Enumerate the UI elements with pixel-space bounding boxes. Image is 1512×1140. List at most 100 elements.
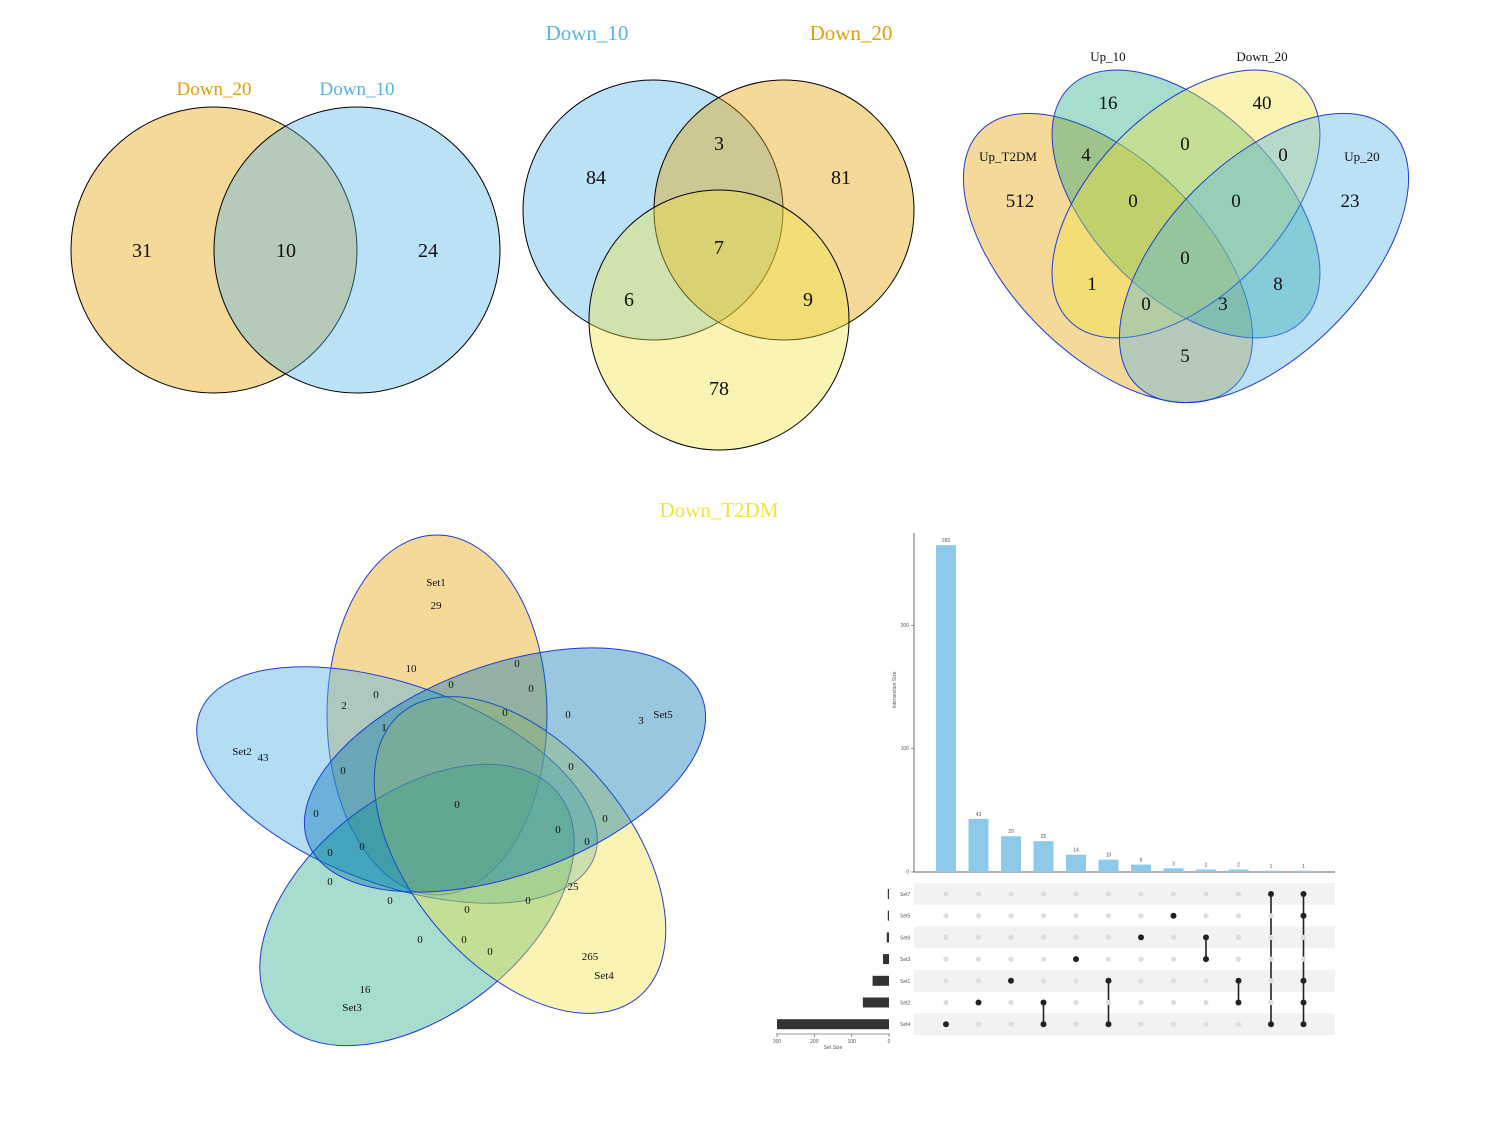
venn5-count: 0 [565,709,571,721]
upset-matrix-dot [975,913,982,919]
venn5-count: 25 [568,881,580,893]
upset-matrix-dot [1268,999,1274,1006]
upset-matrix-dot [1073,1021,1079,1027]
venn5-count: 0 [525,895,531,907]
venn5-ellipse-set2 [196,666,598,904]
upset-intersection-bar [1098,859,1119,872]
upset-matrix-dot [1073,978,1079,984]
venn4-count-9: 0 [1180,248,1190,269]
upset-intersection-bar [1261,870,1281,872]
venn2-count-only-down20: 31 [132,240,152,262]
venn4-ellipse-down20 [1051,69,1321,339]
upset-matrix-dot [1203,999,1209,1006]
venn5-label-set3: Set3 [342,1002,362,1014]
venn4-ellipse-up10 [1051,69,1321,339]
upset-matrix-dot [1040,913,1047,919]
upset-set-label: Set6 [900,935,911,941]
upset-matrix-dot [943,978,949,984]
upset-set-size-bar [777,1019,889,1030]
venn5-count: 0 [387,895,393,907]
venn5-count: 0 [487,946,493,958]
upset-set-size-bar [872,975,889,986]
upset-matrix-dot [1170,999,1177,1006]
upset-intersection-bar [1163,868,1184,872]
upset-set-size-bar [887,889,889,899]
upset-matrix-dot [1040,956,1047,962]
upset-bar-label: 14 [1073,848,1079,854]
venn4-count-3: 23 [1341,191,1360,212]
upset-set-label: Set2 [900,1001,911,1007]
upset-bar-label: 6 [1140,858,1143,864]
venn3-count-b: 81 [831,167,851,189]
upset-matrix-dot [975,956,982,962]
venn4-label-down20: Down_20 [1236,49,1287,64]
upset-matrix-dot [1138,913,1144,919]
upset-x-tick-label: 100 [847,1039,856,1045]
upset-bar-label: 2 [1205,863,1208,869]
upset-matrix-dot [1008,934,1014,941]
upset-matrix-dot-active [1300,977,1307,984]
upset-bar-label: 29 [1008,829,1014,835]
venn5-count: 2 [341,700,347,712]
venn5-count: 0 [464,904,470,916]
venn4-label-up-t2dm: Up_T2DM [979,149,1037,164]
upset-set-size-bars [777,889,889,1030]
upset-matrix-dot-active [1300,999,1307,1006]
upset-matrix-dot [1138,999,1144,1006]
upset-intersection-bar [936,545,956,872]
venn5-count: 0 [584,836,590,848]
upset-matrix-dot [1268,978,1274,984]
venn5-count: 0 [528,683,534,695]
upset-matrix-dot [1235,913,1242,919]
upset-matrix-dot-active [1235,977,1242,984]
venn4-label-up10: Up_10 [1090,49,1125,64]
upset-matrix-dot [1268,956,1274,962]
upset-intersection-bar [1196,869,1216,872]
venn4-diagram: Up_T2DM Up_10 Down_20 Up_20 512 16 40 23… [962,49,1410,404]
upset-matrix-dot-active [1268,891,1274,897]
upset-matrix-dot [1040,934,1047,941]
upset-y-tick-label: 100 [901,746,910,752]
upset-matrix-dot [943,934,949,941]
venn2-label-down10: Down_10 [320,79,395,100]
upset-bar-label: 1 [1302,864,1305,870]
upset-matrix-dot [1105,891,1112,897]
upset-set-label: Set5 [900,914,911,920]
upset-matrix-dot-active [975,999,982,1006]
venn2-label-down20: Down_20 [177,79,252,100]
upset-y-tick-label: 0 [906,870,909,876]
upset-matrix-dot [1203,891,1209,897]
upset-matrix-dot [1008,1021,1014,1027]
upset-matrix-dot [1300,934,1307,941]
upset-matrix-dot-active [1268,1021,1274,1028]
upset-intersection-bar [1293,870,1314,872]
upset-matrix-dot-active [1300,891,1307,897]
venn5-count: 0 [514,658,520,670]
venn5-label-set4: Set4 [594,970,614,982]
venn4-count-1: 16 [1099,93,1118,114]
venn3-count-bc: 9 [803,289,813,311]
venn4-count-11: 0 [1141,294,1151,315]
upset-stripes: Set7 Set5 Set6 Set3 Set1 Set2 Set4 [900,883,1335,1036]
venn5-count: 10 [406,663,418,675]
upset-matrix-dot [1235,956,1242,962]
venn4-count-8: 0 [1231,191,1241,212]
upset-matrix-dot [1138,1021,1144,1027]
upset-set-label: Set7 [900,892,911,898]
upset-matrix-dot [1138,978,1144,984]
upset-set-label: Set3 [900,957,911,963]
upset-bar-label: 265 [942,538,951,544]
upset-row-stripe [914,883,1335,905]
upset-matrix-dot [1203,913,1209,919]
upset-matrix-dot [1235,934,1242,941]
venn3-count-c: 78 [709,378,729,400]
venn4-count-13: 3 [1218,294,1228,315]
upset-matrix-dot [1105,913,1112,919]
upset-matrix-dot-active [1203,934,1209,941]
venn3-label-down20: Down_20 [810,21,893,45]
venn2-count-only-down10: 24 [418,240,438,262]
upset-matrix-dot [943,999,949,1006]
upset-bar-label: 3 [1172,861,1175,867]
upset-matrix-dot [1203,1021,1209,1027]
venn5-label-set2: Set2 [232,746,252,758]
